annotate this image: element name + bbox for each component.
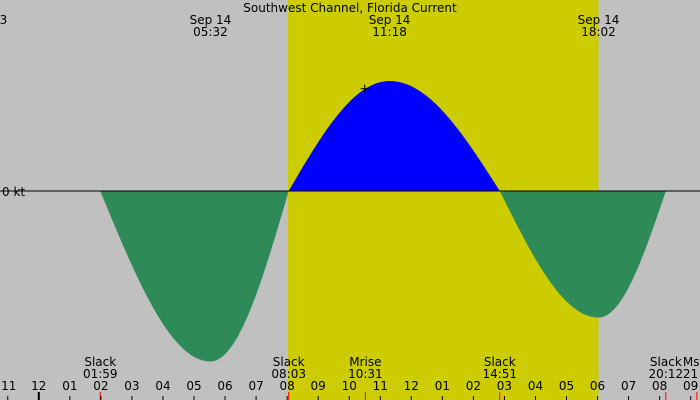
event-time-label: 20:12: [649, 367, 684, 381]
hour-tick-label: 01: [62, 379, 77, 393]
hour-tick-label: 03: [124, 379, 139, 393]
hour-tick-label: 12: [404, 379, 419, 393]
hour-tick-label: 04: [528, 379, 543, 393]
hour-tick-label: 03: [497, 379, 512, 393]
event-name-label: Ms: [683, 355, 700, 369]
ebb-current-area: [499, 191, 666, 318]
hour-tick-label: 07: [621, 379, 636, 393]
hour-tick-label: 07: [248, 379, 263, 393]
event-name-label: Slack: [650, 355, 682, 369]
zero-kt-label: 0 kt: [2, 185, 25, 199]
hour-tick-label: 02: [93, 379, 108, 393]
hour-tick-label: 06: [590, 379, 605, 393]
event-name-label: Slack: [484, 355, 516, 369]
hour-tick-label: 05: [559, 379, 574, 393]
extremum-date-label: 13: [0, 13, 7, 27]
extremum-time-label: 18:02: [581, 25, 616, 39]
hour-tick-label: 02: [466, 379, 481, 393]
hour-tick-label: 08: [279, 379, 294, 393]
flood-current-area: [288, 81, 500, 191]
hour-tick-label: 12: [31, 379, 46, 393]
hour-tick-label: 05: [186, 379, 201, 393]
hour-tick-label: 11: [1, 379, 16, 393]
hour-tick-label: 06: [217, 379, 232, 393]
event-name-label: Slack: [273, 355, 305, 369]
event-name-label: Slack: [84, 355, 116, 369]
extremum-date-label: Sep 14: [190, 13, 232, 27]
hour-tick-label: 09: [683, 379, 698, 393]
extremum-time-label: 05:32: [193, 25, 228, 39]
hour-tick-label: 11: [373, 379, 388, 393]
extremum-date-label: Sep 14: [578, 13, 620, 27]
hour-tick-label: 04: [155, 379, 170, 393]
event-name-label: Mrise: [349, 355, 381, 369]
event-time-label: 21: [683, 367, 698, 381]
ebb-current-area: [100, 191, 289, 362]
hour-tick-label: 09: [311, 379, 326, 393]
event-time-label: 01:59: [83, 367, 118, 381]
hour-tick-label: 01: [435, 379, 450, 393]
event-time-label: 14:51: [482, 367, 517, 381]
extremum-time-label: 11:18: [372, 25, 407, 39]
extremum-date-label: Sep 14: [369, 13, 411, 27]
chart-title: Southwest Channel, Florida Current: [243, 1, 457, 15]
event-time-label: 08:03: [271, 367, 306, 381]
hour-tick-label: 10: [342, 379, 357, 393]
event-time-label: 10:31: [348, 367, 383, 381]
hour-tick-label: 08: [652, 379, 667, 393]
